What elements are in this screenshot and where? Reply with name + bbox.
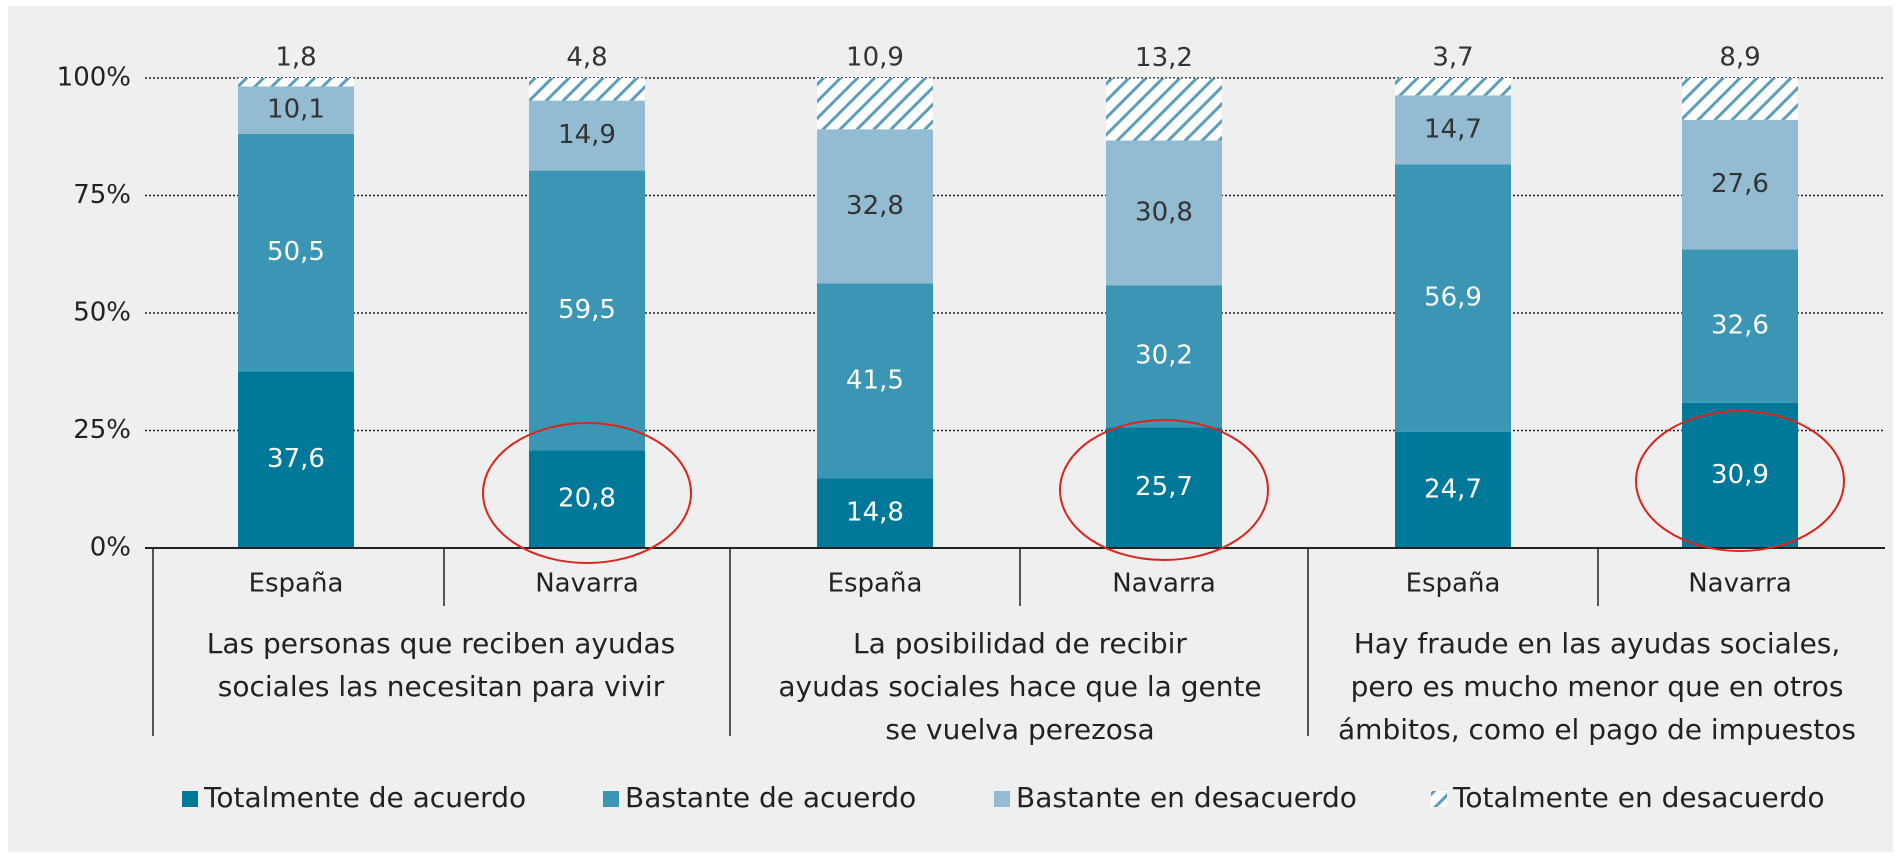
bar-segment (1106, 285, 1222, 428)
group-label: Las personas que reciben ayudas (207, 627, 675, 660)
bar-segment (529, 450, 645, 548)
bar-segment (1395, 431, 1511, 548)
x-tick-label: España (249, 569, 344, 599)
bar-segment (817, 283, 933, 479)
bar-segment (817, 78, 933, 130)
bar-segment (238, 78, 354, 87)
bar-segment (529, 78, 645, 101)
group-label: sociales las necesitan para vivir (218, 670, 665, 703)
bar-segment (529, 170, 645, 451)
group-label: se vuelva perezosa (885, 713, 1154, 746)
y-tick-label: 0% (90, 533, 131, 563)
group-label: La posibilidad de recibir (853, 627, 1187, 660)
value-label: 30,2 (1135, 341, 1193, 371)
bar-segment (238, 133, 354, 372)
bar-segment (1106, 78, 1222, 141)
value-label: 32,8 (846, 191, 904, 221)
bar-segment (1682, 78, 1798, 120)
legend-label: Bastante en desacuerdo (1016, 781, 1357, 814)
y-tick-label: 25% (73, 415, 131, 445)
legend-swatch (603, 791, 619, 807)
value-label: 14,7 (1424, 114, 1482, 144)
group-label: ámbitos, como el pago de impuestos (1338, 713, 1856, 746)
bar-segment (817, 478, 933, 548)
legend-swatch (1431, 791, 1447, 807)
bar-segment (1106, 140, 1222, 286)
value-label: 30,8 (1135, 197, 1193, 227)
bar-segment (1395, 95, 1511, 165)
value-label: 10,1 (267, 95, 325, 125)
y-tick-label: 75% (73, 180, 131, 210)
bar-segment (238, 371, 354, 548)
value-label: 56,9 (1424, 283, 1482, 313)
bar-segment (238, 86, 354, 134)
bar-segment (1682, 119, 1798, 250)
value-label: 37,6 (267, 444, 325, 474)
x-tick-label: Navarra (535, 569, 639, 599)
y-tick-label: 50% (73, 298, 131, 328)
bar-segment (1395, 164, 1511, 432)
value-label: 27,6 (1711, 169, 1769, 199)
legend-label: Bastante de acuerdo (625, 781, 916, 814)
value-label: 59,5 (558, 295, 616, 325)
bar-segment (529, 100, 645, 171)
value-label: 3,7 (1432, 43, 1473, 73)
value-label: 8,9 (1719, 43, 1760, 73)
legend-swatch (182, 791, 198, 807)
bar-segment (1395, 78, 1511, 96)
highlight-circle (482, 422, 692, 564)
legend-label: Totalmente en desacuerdo (1452, 781, 1825, 814)
bar-segment (1682, 249, 1798, 403)
value-label: 14,9 (558, 120, 616, 150)
value-label: 30,9 (1711, 460, 1769, 490)
value-label: 50,5 (267, 237, 325, 267)
bar-segment (1682, 402, 1798, 548)
value-label: 32,6 (1711, 311, 1769, 341)
value-label: 41,5 (846, 365, 904, 395)
group-label: Hay fraude en las ayudas sociales, (1354, 627, 1841, 660)
legend-swatch (994, 791, 1010, 807)
x-tick-label: España (828, 569, 923, 599)
value-label: 24,7 (1424, 474, 1482, 504)
value-label: 4,8 (566, 43, 607, 73)
x-tick-label: Navarra (1688, 569, 1792, 599)
y-tick-label: 100% (57, 63, 131, 93)
value-label: 14,8 (846, 498, 904, 528)
value-label: 20,8 (558, 484, 616, 514)
value-label: 10,9 (846, 43, 904, 73)
highlight-circle (1635, 410, 1845, 552)
group-label: pero es mucho menor que en otros (1351, 670, 1844, 703)
value-label: 1,8 (275, 43, 316, 73)
bar-segment (1106, 427, 1222, 548)
bar-segment (817, 129, 933, 284)
x-tick-label: Navarra (1112, 569, 1216, 599)
highlight-circle (1059, 419, 1269, 561)
x-tick-label: España (1406, 569, 1501, 599)
group-label: ayudas sociales hace que la gente (778, 670, 1261, 703)
legend-label: Totalmente de acuerdo (203, 781, 526, 814)
value-label: 25,7 (1135, 472, 1193, 502)
value-label: 13,2 (1135, 43, 1193, 73)
